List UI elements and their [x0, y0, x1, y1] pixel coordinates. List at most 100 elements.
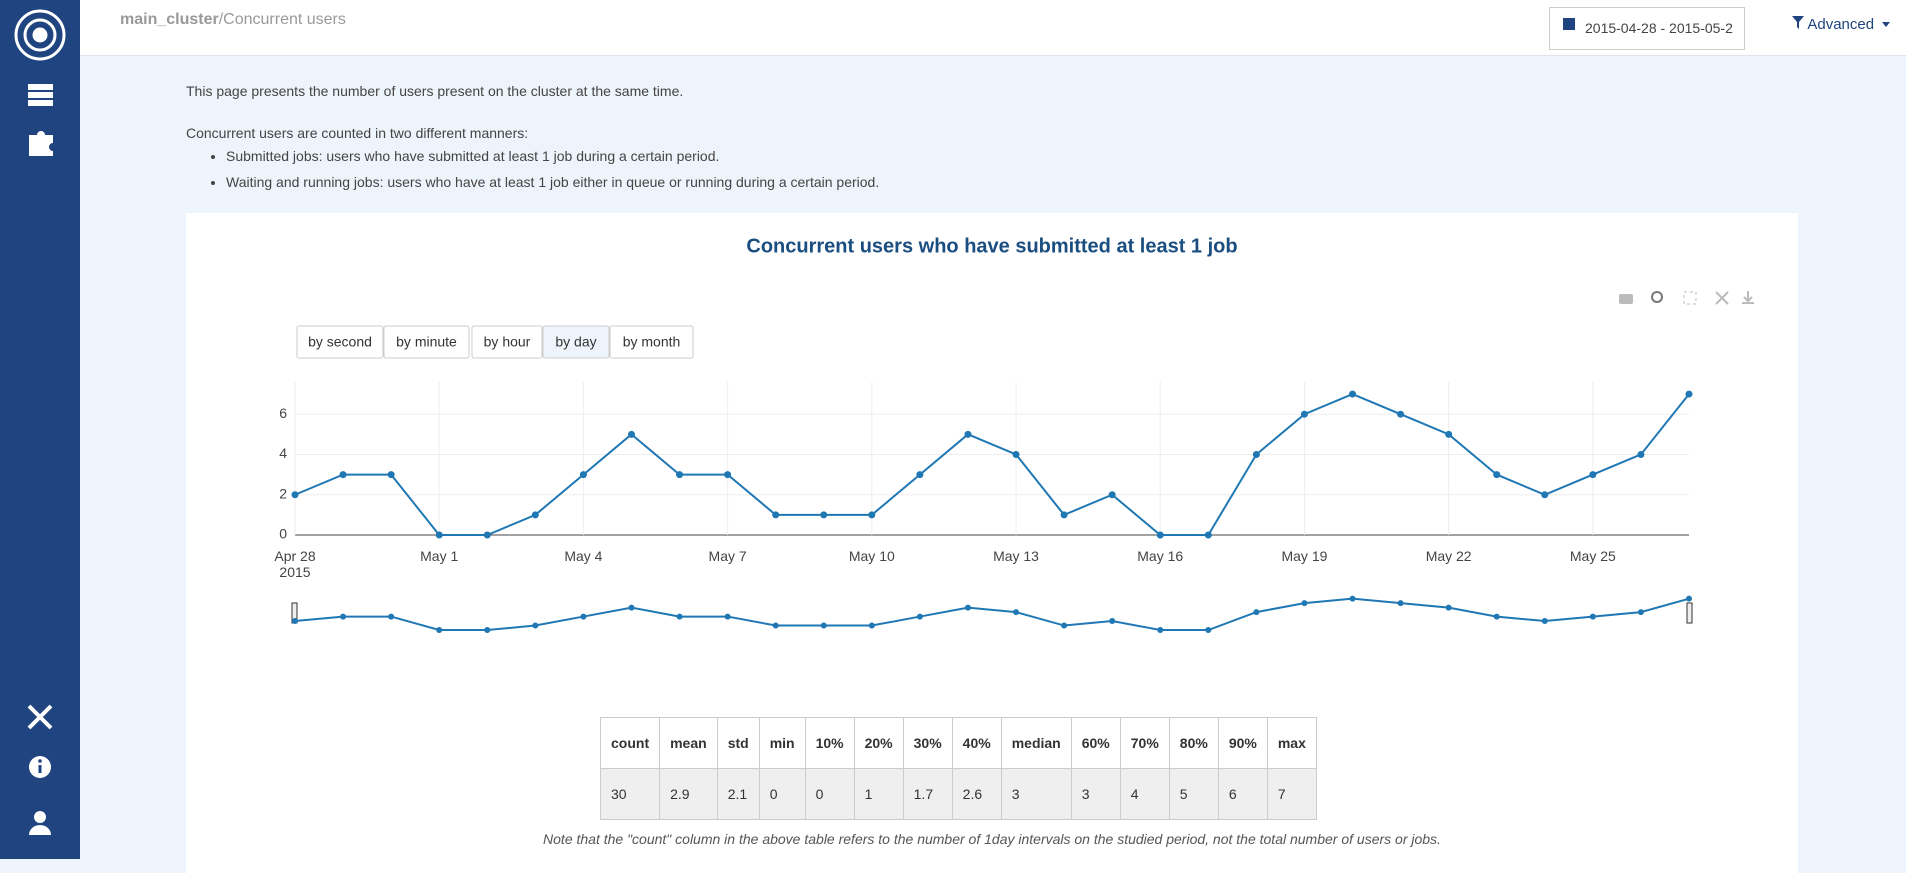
column-header: 30% [902, 717, 953, 769]
info-icon[interactable] [29, 756, 51, 778]
range-slider-line-point [532, 622, 539, 629]
reset-icon[interactable] [1715, 291, 1729, 305]
range-slider-line-point [1541, 618, 1548, 625]
method-item: Waiting and running jobs: users who have… [226, 169, 879, 195]
date-picker[interactable]: 2015-04-28 - 2015-05-2 [1549, 7, 1745, 50]
logo[interactable] [14, 9, 66, 61]
range-slider-line-point [1013, 609, 1020, 616]
range-button[interactable] [542, 325, 610, 359]
line-point [964, 430, 972, 438]
zoom-icon[interactable] [1651, 291, 1663, 303]
column-header: 20% [853, 717, 904, 769]
stat-value: 5 [1168, 768, 1219, 820]
stat-value: 4 [1119, 768, 1170, 820]
user-icon[interactable] [29, 811, 51, 835]
filter-label: Advanced [1807, 16, 1875, 33]
line-point [1397, 410, 1405, 418]
range-slider-line-point [916, 613, 923, 620]
line-point [1204, 531, 1212, 539]
filter-button[interactable]: Advanced [1792, 16, 1892, 33]
y-tick-label: 0 [279, 526, 287, 542]
x-tick-label: May 13 [993, 548, 1039, 564]
top-bar: main_cluster/Concurrent users 2015-04-28… [80, 0, 1906, 56]
range-slider-line-point [292, 618, 298, 625]
line-point [868, 511, 876, 519]
breadcrumb: main_cluster/Concurrent users [120, 11, 346, 29]
line-point [1300, 410, 1308, 418]
column-header: 40% [951, 717, 1002, 769]
column-header: 70% [1119, 717, 1170, 769]
modebar [1619, 291, 1754, 305]
line-point [1012, 450, 1020, 458]
line-point [1685, 390, 1693, 398]
line-point [531, 511, 539, 519]
line-point [387, 471, 395, 479]
stat-value: 0 [758, 768, 806, 820]
line-point [772, 511, 780, 519]
line-point [916, 471, 924, 479]
column-header: 80% [1168, 717, 1219, 769]
sidebar [0, 0, 80, 859]
tools-icon[interactable] [27, 704, 53, 730]
range-slider-line-point [388, 613, 395, 620]
stat-value: 1.7 [902, 768, 953, 820]
range-button[interactable] [471, 325, 543, 359]
range-button-label[interactable]: by hour [484, 334, 531, 350]
page-name: /Concurrent users [218, 11, 346, 28]
line-point [579, 471, 587, 479]
range-slider-line-point [580, 613, 587, 620]
line-point [483, 531, 491, 539]
line-point [435, 531, 443, 539]
line-point [627, 430, 635, 438]
range-button-label[interactable]: by day [555, 334, 596, 350]
range-button[interactable] [296, 325, 384, 359]
y-tick-label: 6 [279, 405, 287, 421]
x-tick-label: May 19 [1281, 548, 1327, 564]
chart: Concurrent users who have submitted at l… [274, 235, 1754, 633]
range-button-label[interactable]: by minute [396, 334, 457, 350]
stat-value: 3 [1000, 768, 1072, 820]
stat-value: 7 [1266, 768, 1317, 820]
range-button-label[interactable]: by second [308, 334, 372, 350]
range-slider-line-point [868, 622, 875, 629]
download-icon[interactable] [1742, 291, 1754, 304]
range-button[interactable] [609, 325, 694, 359]
range-slider-line-point [1589, 613, 1596, 620]
column-header: 90% [1217, 717, 1268, 769]
intro-text: This page presents the number of users p… [186, 83, 684, 99]
range-button-label[interactable]: by month [623, 334, 681, 350]
range-button[interactable] [383, 325, 470, 359]
range-slider-line-point [1253, 609, 1260, 616]
column-header: std [716, 717, 760, 769]
range-slider-line-point [1445, 604, 1452, 611]
line-point [1252, 450, 1260, 458]
autoscale-icon[interactable] [1683, 291, 1697, 305]
line-point [724, 471, 732, 479]
line-point [676, 471, 684, 479]
stats-table: count mean std min 10% 20% 30% 40% median 60% 70% 8… [599, 717, 1317, 820]
stat-value: 3 [1070, 768, 1121, 820]
line-point [1349, 390, 1357, 398]
method-item: Submitted jobs: users who have submitted… [226, 143, 879, 169]
column-header: mean [659, 717, 718, 769]
range-slider-line-point [436, 627, 443, 633]
cluster-name[interactable]: main_cluster [120, 11, 219, 28]
y-tick-label: 4 [279, 445, 287, 461]
camera-icon[interactable] [1619, 294, 1633, 304]
stat-value: 2.9 [659, 768, 718, 820]
x-tick-label: May 10 [849, 548, 895, 564]
line-point [1589, 471, 1597, 479]
range-slider-line-point [628, 604, 635, 611]
range-slider-handle[interactable] [1686, 602, 1693, 624]
line-point [1637, 450, 1645, 458]
x-tick-label: May 1 [420, 548, 458, 564]
line-point [339, 471, 347, 479]
x-tick-label: May 7 [709, 548, 747, 564]
column-header: min [758, 717, 806, 769]
range-slider-line-point [1109, 618, 1116, 625]
line-point [820, 511, 828, 519]
nodes-icon[interactable] [28, 84, 53, 106]
stat-value: 2.6 [951, 768, 1002, 820]
plugins-icon[interactable] [29, 131, 53, 156]
x-tick-label: May 22 [1426, 548, 1472, 564]
